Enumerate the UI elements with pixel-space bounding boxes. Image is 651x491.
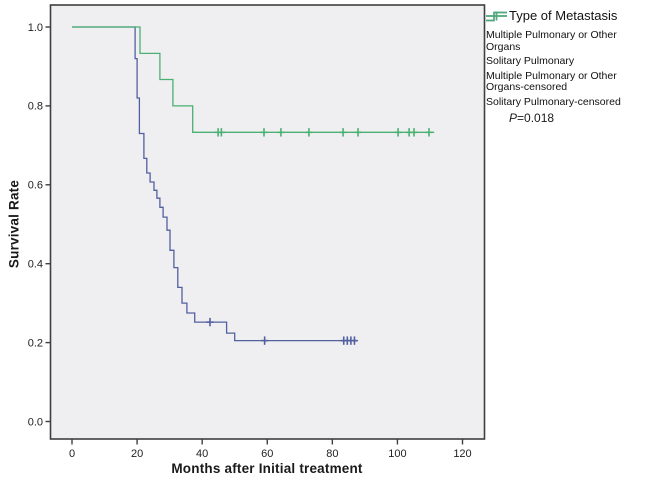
y-tick-label: 0.2	[28, 337, 43, 349]
p-value-symbol: P	[509, 111, 518, 125]
legend-item-label: Solitary Pulmonary	[486, 55, 575, 67]
x-tick-label: 40	[196, 448, 208, 460]
censor-marks-multiple	[206, 317, 358, 345]
censor-marks-solitary	[214, 128, 433, 137]
y-tick-label: 0.4	[28, 259, 43, 271]
y-tick-label: 0.8	[28, 101, 43, 113]
survival-curve-solitary	[72, 26, 435, 133]
x-tick-label: 20	[131, 448, 143, 460]
legend: Type of Metastasis Multiple Pulmonary or…	[486, 8, 649, 125]
y-tick-label: 0.6	[28, 180, 43, 192]
x-tick-label: 0	[69, 448, 75, 460]
x-tick-label: 60	[261, 448, 273, 460]
x-tick-label: 120	[453, 448, 471, 460]
legend-item-label: Multiple Pulmonary or Other Organs-censo…	[486, 69, 617, 93]
y-tick-label: 0.0	[28, 416, 43, 428]
p-value: P=0.018	[509, 111, 649, 125]
axes: 0 20 40 60 80 100 120 0.0 0.2 0.4 0.6 0.8 1.0	[28, 22, 472, 460]
legend-item-solitary: Solitary Pulmonary	[486, 11, 649, 68]
y-tick-label: 1.0	[28, 22, 43, 34]
plot-area	[49, 4, 486, 440]
legend-item-label: Solitary Pulmonary-censored	[486, 95, 621, 108]
x-tick-label: 80	[326, 448, 338, 460]
legend-item-multiple-censored: Multiple Pulmonary or Other Organs-censo…	[486, 11, 649, 94]
survival-curve-multiple	[72, 26, 358, 342]
legend-item-multiple: Multiple Pulmonary or Other Organs	[486, 11, 649, 53]
legend-title: Type of Metastasis	[509, 8, 618, 23]
y-axis-title: Survival Rate	[6, 179, 22, 269]
curves	[72, 26, 435, 345]
legend-item-solitary-censored: Solitary Pulmonary-censored	[486, 11, 649, 109]
censored-plus-icon	[486, 11, 507, 21]
x-axis-title: Months after Initial treatment	[171, 461, 363, 476]
p-value-number: =0.018	[517, 111, 555, 125]
x-tick-label: 100	[388, 448, 406, 460]
legend-item-label: Multiple Pulmonary or Other Organs	[486, 29, 617, 53]
